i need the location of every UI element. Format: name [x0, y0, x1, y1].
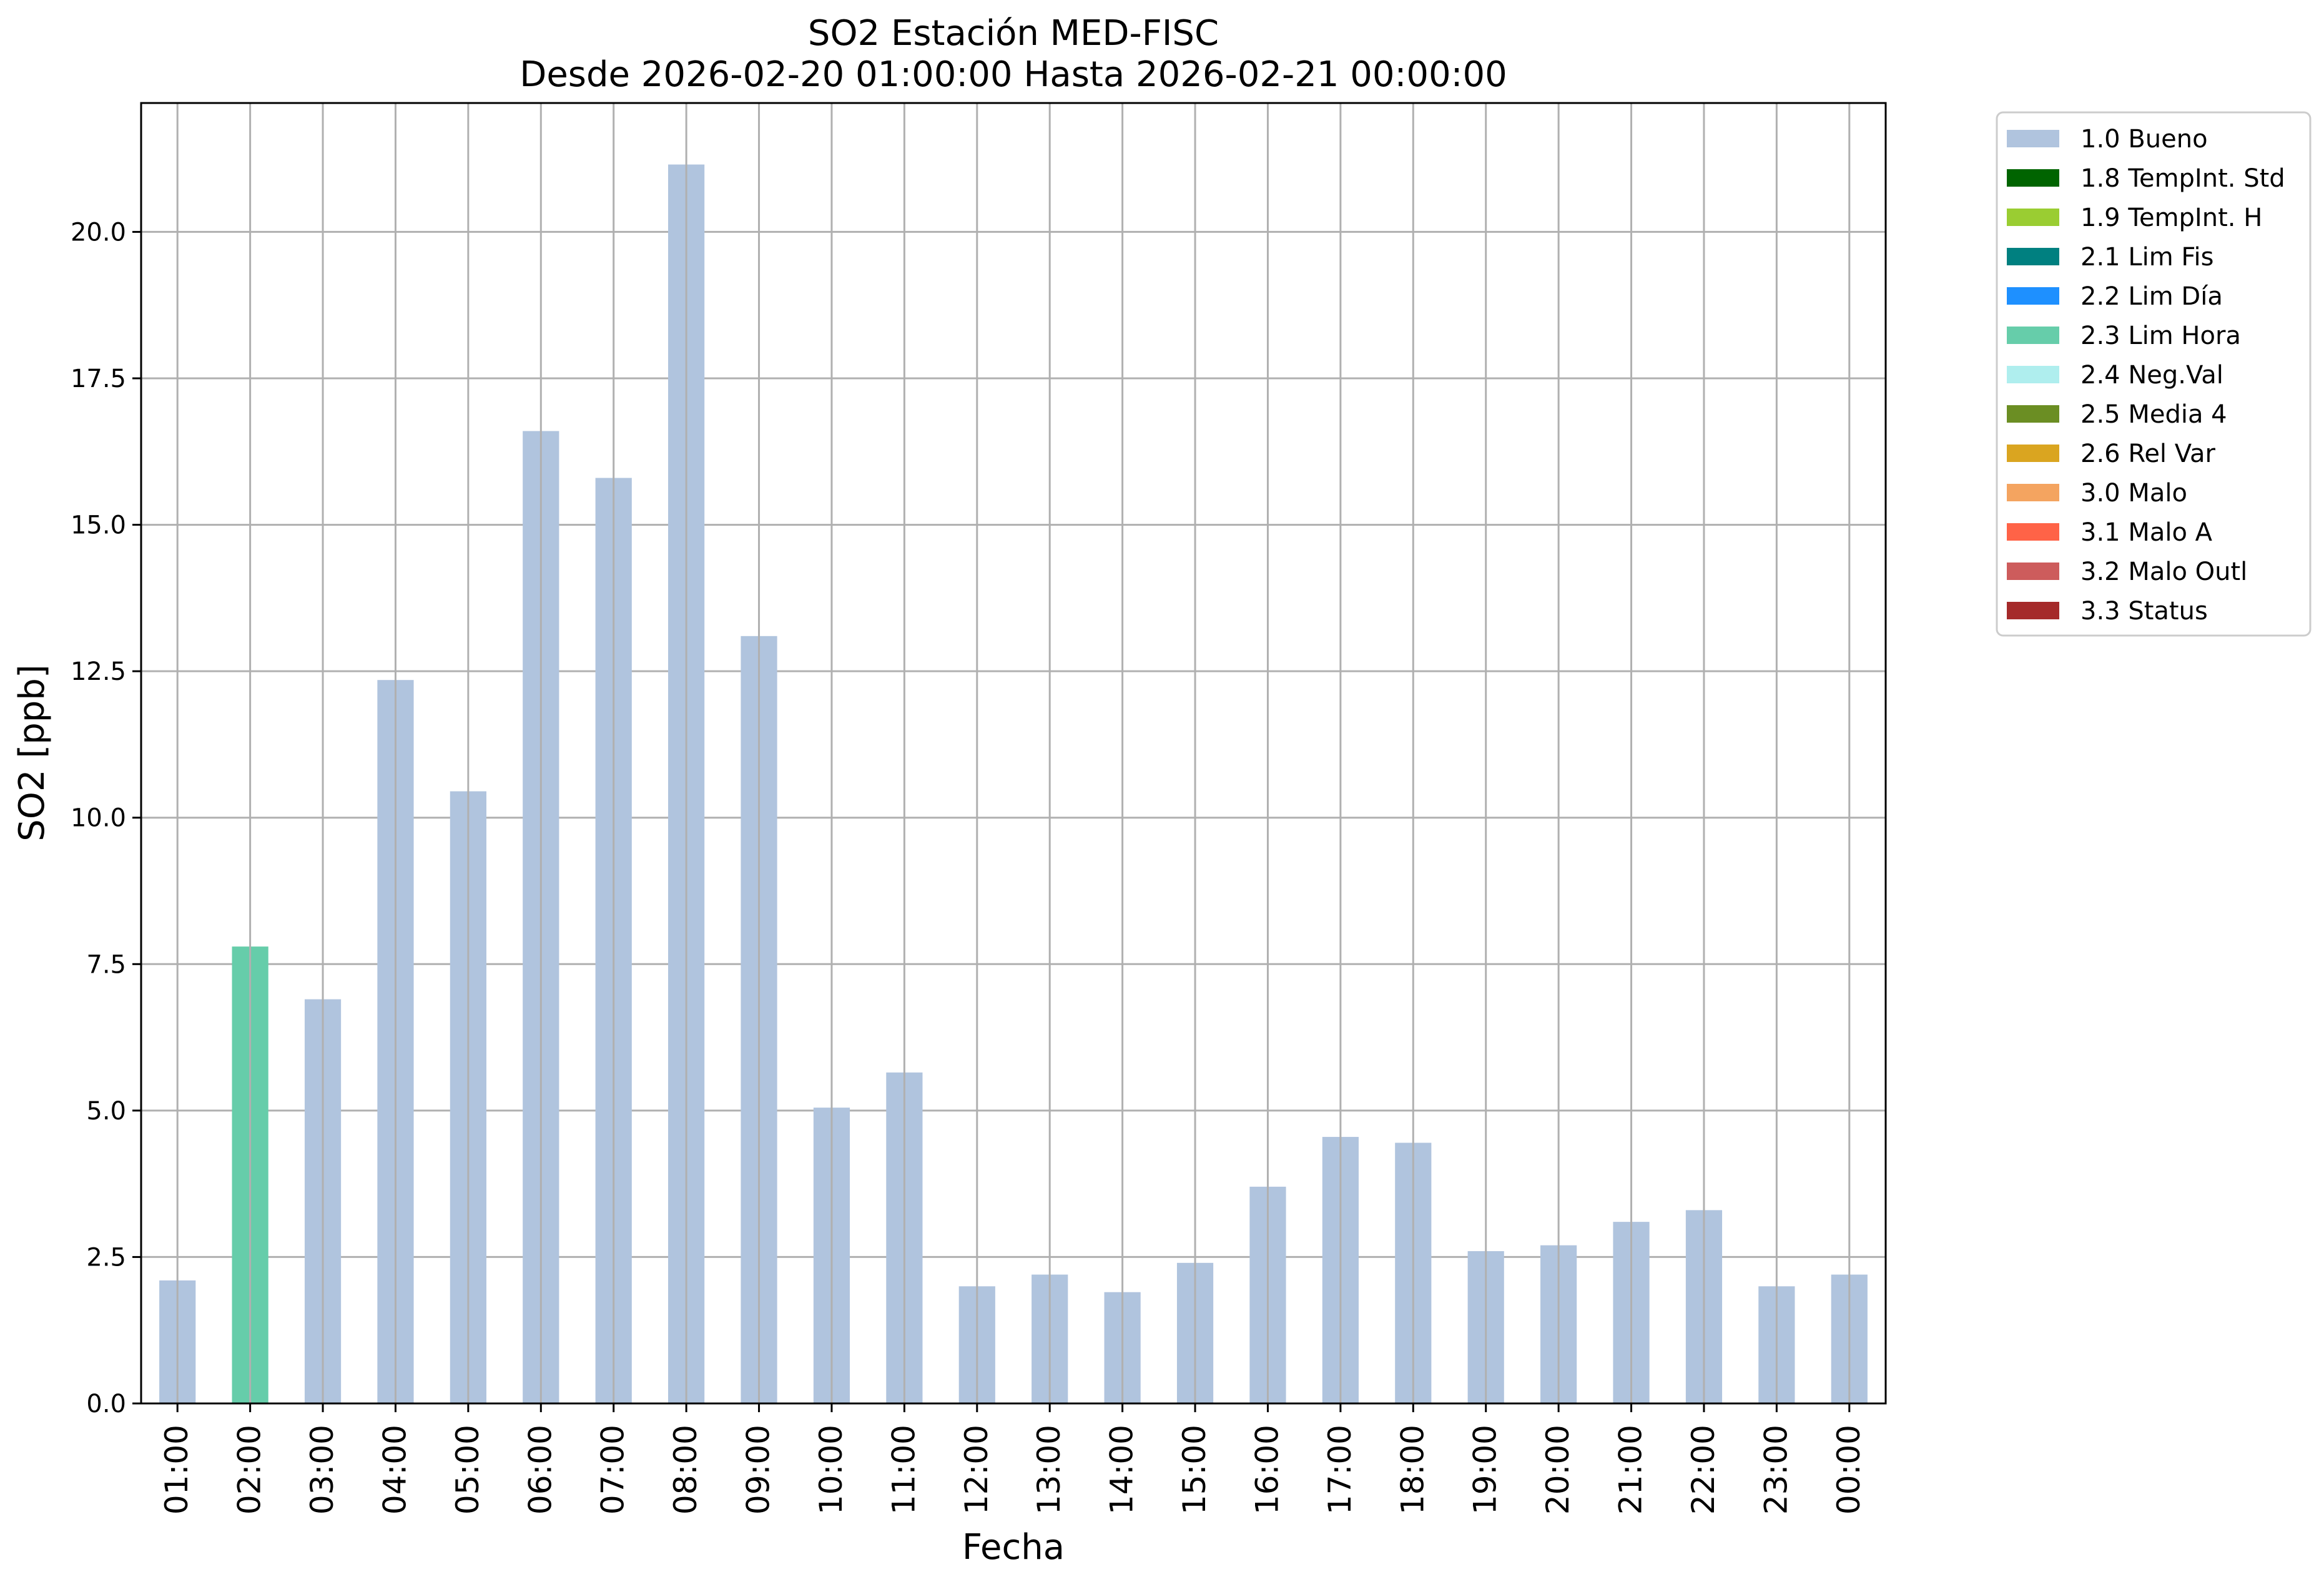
legend-label: 3.0 Malo: [2080, 479, 2187, 508]
x-tick-label: 04:00: [377, 1425, 413, 1515]
legend-label: 3.2 Malo Outl: [2080, 558, 2247, 586]
legend: 1.0 Bueno 1.8 TempInt. Std 1.9 TempInt. H 2…: [1996, 111, 2312, 637]
legend-label: 1.9 TempInt. H: [2080, 204, 2262, 232]
x-tick-label: 21:00: [1613, 1425, 1649, 1515]
plot-frame: [140, 102, 1887, 1405]
legend-swatch: [2007, 169, 2059, 187]
x-tick-label: 07:00: [595, 1425, 631, 1515]
legend-swatch: [2007, 445, 2059, 462]
legend-swatch: [2007, 366, 2059, 383]
y-tick-label: 0.0: [86, 1390, 126, 1418]
x-tick-label: 17:00: [1322, 1425, 1358, 1515]
y-tick-label: 5.0: [86, 1097, 126, 1126]
legend-label: 1.8 TempInt. Std: [2080, 164, 2285, 193]
legend-label: 2.3 Lim Hora: [2080, 322, 2241, 350]
x-tick-label: 01:00: [159, 1425, 195, 1515]
x-tick-label: 08:00: [667, 1425, 704, 1515]
chart-subtitle: Desde 2026-02-20 01:00:00 Hasta 2026-02-…: [519, 54, 1507, 95]
x-tick-label: 10:00: [813, 1425, 849, 1515]
x-tick-label: 22:00: [1685, 1425, 1721, 1515]
legend-swatch: [2007, 563, 2059, 580]
x-tick-label: 03:00: [304, 1425, 340, 1515]
legend-label: 3.1 Malo A: [2080, 518, 2213, 547]
x-tick-label: 00:00: [1831, 1425, 1867, 1515]
legend-label: 2.6 Rel Var: [2080, 440, 2216, 468]
y-tick-label: 10.0: [71, 804, 126, 833]
x-tick-label: 02:00: [232, 1425, 268, 1515]
y-tick-label: 7.5: [86, 950, 126, 979]
legend-frame: [1996, 111, 2312, 637]
y-tick-label: 2.5: [86, 1243, 126, 1272]
legend-swatch: [2007, 405, 2059, 423]
y-tick-label: 12.5: [71, 657, 126, 686]
x-axis-ticks: 01:00 02:00 03:00 04:00 05:00 06:00 07:00 08:00…: [159, 1403, 1867, 1515]
grid-lines: [141, 230, 1886, 1405]
x-tick-label: 06:00: [522, 1425, 558, 1515]
y-tick-label: 17.5: [71, 365, 126, 393]
x-tick-label: 05:00: [450, 1425, 486, 1515]
x-tick-label: 11:00: [885, 1425, 922, 1515]
legend-label: 2.1 Lim Fis: [2080, 243, 2213, 272]
legend-label: 2.5 Media 4: [2080, 400, 2227, 429]
x-tick-label: 23:00: [1758, 1425, 1794, 1515]
x-tick-label: 15:00: [1176, 1425, 1213, 1515]
legend-swatch: [2007, 209, 2059, 226]
y-axis-label: SO2 [ppb]: [12, 664, 52, 841]
y-tick-label: 15.0: [71, 511, 126, 540]
legend-label: 2.2 Lim Día: [2080, 282, 2223, 311]
legend-swatch: [2007, 327, 2059, 344]
legend-swatch: [2007, 484, 2059, 501]
legend-label: 2.4 Neg.Val: [2080, 361, 2223, 390]
x-tick-label: 16:00: [1249, 1425, 1285, 1515]
legend-swatch: [2007, 130, 2059, 147]
x-axis-label: Fecha: [962, 1527, 1065, 1568]
legend-swatch: [2007, 523, 2059, 541]
legend-swatch: [2007, 287, 2059, 305]
legend-label: 3.3 Status: [2080, 597, 2208, 626]
bars: [159, 103, 1868, 1404]
legend-swatch: [2007, 248, 2059, 265]
x-tick-label: 13:00: [1031, 1425, 1067, 1515]
y-axis-ticks: 0.0 2.5 5.0 7.5 10.0 12.5 15.0 17.5 20.0: [71, 218, 141, 1418]
x-tick-label: 12:00: [958, 1425, 995, 1515]
chart-title: SO2 Estación MED-FISC: [808, 13, 1219, 54]
y-tick-label: 20.0: [71, 218, 126, 247]
x-tick-label: 09:00: [741, 1425, 777, 1515]
x-tick-label: 20:00: [1540, 1425, 1576, 1515]
x-tick-label: 14:00: [1104, 1425, 1140, 1515]
x-tick-label: 18:00: [1394, 1425, 1430, 1515]
legend-label: 1.0 Bueno: [2080, 125, 2208, 154]
legend-swatch: [2007, 602, 2059, 619]
x-tick-label: 19:00: [1467, 1425, 1504, 1515]
